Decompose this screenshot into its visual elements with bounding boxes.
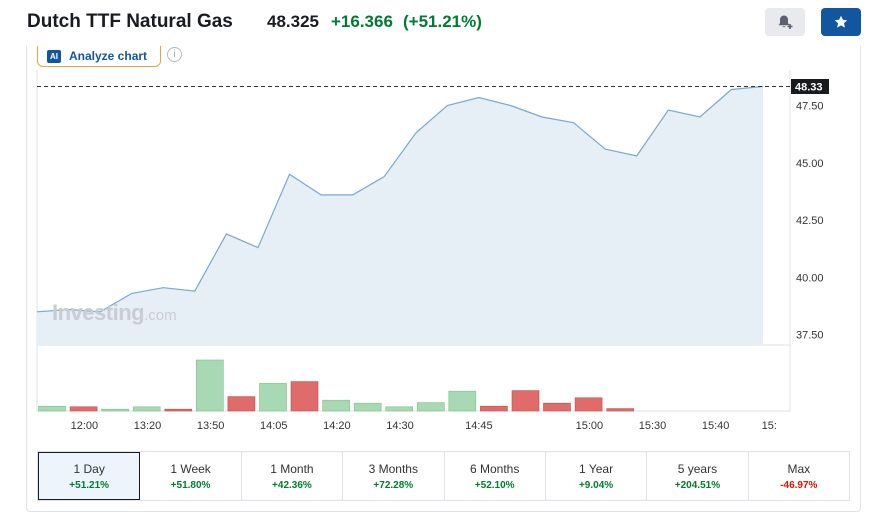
x-tick-label: 15:40 [702,420,730,432]
volume-bar [574,397,603,412]
volume-bar [101,408,129,412]
analyze-chart-label: Analyze chart [69,49,148,63]
y-tick-label: 40.00 [796,272,824,284]
price-change: +16.366 [331,12,393,31]
tab-3-months[interactable]: 3 Months +72.28% [343,452,445,500]
tab-label: 1 Year [579,461,614,476]
analyze-chart-button[interactable]: AI Analyze chart [37,46,161,67]
tab-change: +9.04% [578,479,614,491]
tab-1-week[interactable]: 1 Week +51.80% [140,452,242,500]
tab-label: 6 Months [470,461,520,476]
bell-plus-icon [778,15,793,29]
x-tick-label: 14:20 [323,420,351,432]
volume-bar [164,408,193,412]
x-tick-label: 14:45 [465,420,493,432]
x-tick-label: 13:20 [134,420,162,432]
volume-bar [385,406,414,412]
tab-6-months[interactable]: 6 Months +52.10% [445,452,546,500]
y-tick-label: 37.50 [796,330,824,342]
x-tick-label: 15:30 [639,420,667,432]
price-change-percent: (+51.21%) [403,12,482,31]
volume-bar [416,402,445,412]
tab-label: 1 Week [170,461,211,476]
tab-5-years[interactable]: 5 years +204.51% [647,452,749,500]
volume-bar [196,359,224,412]
tab-max[interactable]: Max -46.97% [749,452,849,500]
y-tick-label: 45.00 [796,158,824,170]
volume-bar [353,402,382,412]
price-line [36,85,764,313]
last-price-marker: 48.33 [791,79,829,94]
watermark-suffix: .com [144,307,177,324]
tab-label: 1 Day [73,461,105,476]
star-icon [834,15,848,28]
x-tick-label: 14:05 [260,420,288,432]
y-tick-label: 47.50 [796,101,824,113]
tab-change: +51.21% [69,479,110,491]
x-tick-label: 12:00 [71,420,99,432]
create-alert-button[interactable] [765,8,805,36]
x-tick-label: 13:50 [197,420,225,432]
volume-bar [511,390,540,412]
ai-icon: AI [47,49,61,63]
volume-bar [38,405,66,412]
tab-change: +51.80% [170,479,211,491]
tab-change: +52.10% [474,479,515,491]
tab-change: -46.97% [780,479,818,491]
tab-1-day[interactable]: 1 Day +51.21% [38,452,141,500]
last-price: 48.325 [267,12,319,31]
volume-bar [69,406,98,412]
last-price-label: 48.33 [795,82,823,94]
volume-bar [543,402,571,412]
tab-label: 5 years [677,461,718,476]
x-tick-label: 15: [762,420,777,432]
watermark-brand: Investing [52,300,145,325]
tab-change: +72.28% [373,479,414,491]
investing-watermark: Investing.com [52,300,177,326]
volume-bar [259,383,287,412]
volume-bar [322,399,350,412]
price-area [37,86,763,345]
volume-bar [290,381,319,412]
tab-label: Max [787,461,811,476]
tab-1-year[interactable]: 1 Year +9.04% [546,452,648,500]
volume-bar [132,406,161,412]
add-to-watchlist-button[interactable] [821,8,861,36]
y-tick-label: 42.50 [796,215,824,227]
instrument-title: Dutch TTF Natural Gas [27,11,233,32]
x-tick-label: 15:00 [576,420,604,432]
tab-1-month[interactable]: 1 Month +42.36% [242,452,344,500]
tab-change: +42.36% [272,479,312,491]
period-tabs: 1 Day +51.21% 1 Week +51.80% 1 Month +42.36… [37,451,850,501]
tab-label: 1 Month [270,461,314,476]
chart-panel [26,46,861,512]
info-icon[interactable]: i [167,47,182,62]
volume-bar [227,396,256,412]
x-tick-label: 14:30 [386,420,414,432]
volume-bar [480,405,508,412]
instrument-header: Dutch TTF Natural Gas 48.325 +16.366 (+5… [0,0,886,46]
tab-change: +204.51% [674,479,721,491]
tab-label: 3 Months [368,461,418,476]
volume-bar [606,408,635,412]
volume-bar [448,390,477,412]
